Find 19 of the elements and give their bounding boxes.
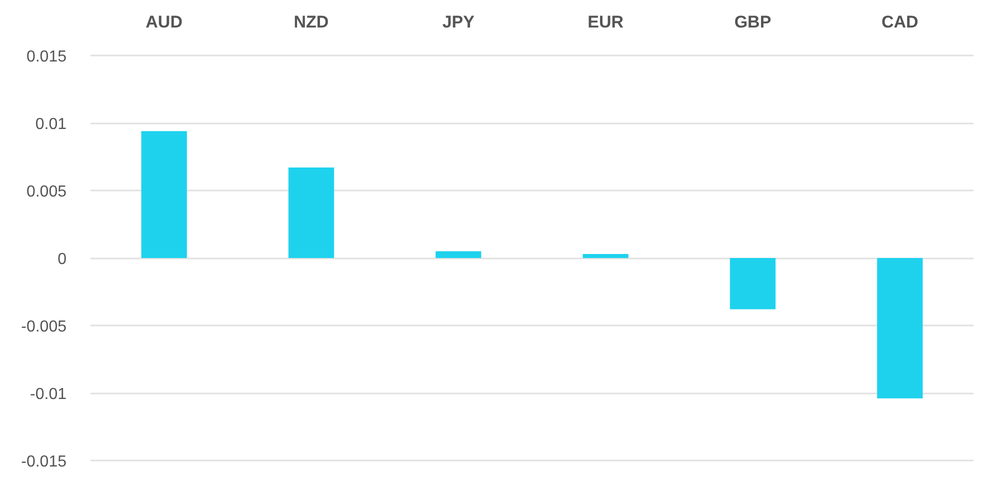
y-tick-label: -0.01 [30, 386, 67, 403]
bar [730, 258, 776, 310]
y-tick-label: 0.015 [26, 48, 67, 66]
x-tick-label: NZD [294, 12, 329, 32]
y-tick-label: 0 [58, 251, 67, 268]
y-tick-label: 0.005 [26, 184, 67, 200]
bar [877, 258, 923, 398]
bar [436, 251, 482, 258]
bar [141, 131, 187, 258]
x-tick-label: CAD [882, 12, 918, 32]
bar [582, 254, 628, 258]
y-tick-label: -0.005 [21, 318, 67, 336]
x-tick-label: JPY [442, 12, 476, 32]
bar [288, 168, 334, 258]
y-tick-label: 0.01 [35, 116, 67, 133]
x-tick-label: GBP [734, 12, 772, 32]
y-tick-label: -0.015 [21, 454, 67, 470]
x-tick-label: EUR [588, 12, 624, 32]
x-tick-label: AUD [146, 12, 183, 32]
